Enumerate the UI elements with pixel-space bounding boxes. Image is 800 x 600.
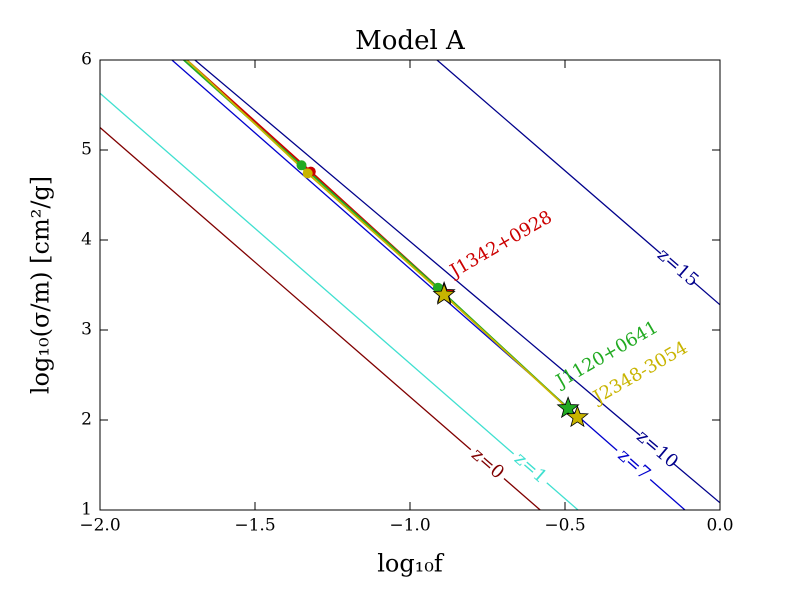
y-tick-label: 4 [81,230,92,250]
x-axis-label: log₁₀f [377,550,445,578]
contour-label-gap [506,445,555,492]
x-tick-label: −0.5 [544,516,585,536]
marker-circle [296,160,307,171]
chart-title: Model A [355,26,466,56]
plot-area [100,60,720,510]
contour-line [100,92,579,510]
marker-circle [432,282,443,293]
contour-line [171,60,686,510]
contour-line [194,60,720,504]
y-tick-label: 5 [81,140,92,160]
y-tick-label: 3 [81,320,92,340]
marker-star [565,405,589,428]
marker-star [556,396,580,419]
contour-label-gap [609,442,658,488]
x-tick-label: −2.0 [79,516,120,536]
x-tick-label: −1.5 [234,516,275,536]
contour-label-gap [633,427,681,473]
x-tick-label: −1.0 [389,516,430,536]
contour-line [100,127,541,510]
y-tick-label: 1 [81,500,92,520]
marker-star [432,282,456,305]
axes-frame [99,59,721,511]
y-tick-label: 2 [81,410,92,430]
x-tick-label: 0.0 [706,516,733,536]
contour-label-gap [463,441,512,487]
y-axis-label: log₁₀(σ/m) [cm²/g] [27,176,55,394]
y-tick-label: 6 [81,50,92,70]
marker-circle [302,168,313,179]
contour-label-gap [653,245,702,291]
series-label: J1342+0928 [445,207,556,283]
series-line [186,60,579,418]
